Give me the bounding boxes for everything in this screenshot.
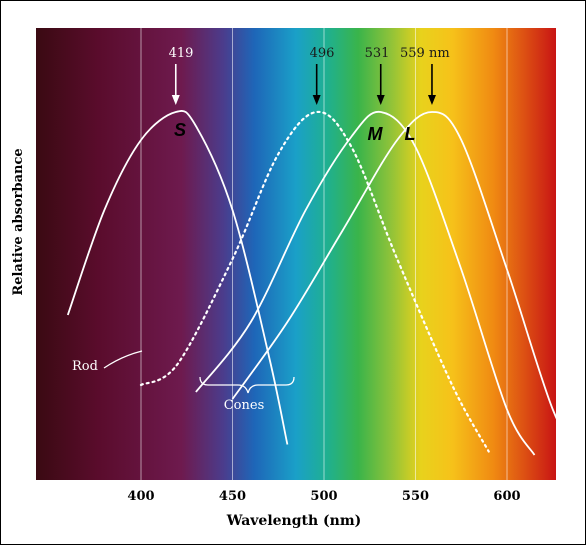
x-tick-label-400: 400: [127, 489, 154, 504]
absorbance-curves: [66, 110, 581, 456]
cones-bracket: [199, 376, 295, 394]
rod-annotation: Rod: [72, 359, 98, 374]
peak-arrowhead-rod: [312, 95, 321, 105]
series-label-L: L: [405, 124, 416, 144]
spectrum-background: [36, 28, 556, 480]
x-tick-label-600: 600: [493, 489, 520, 504]
curve-m: [195, 110, 536, 456]
x-tick-label-650: 650: [585, 489, 586, 504]
rod-leader-line: [103, 350, 143, 369]
x-tick-label-450: 450: [219, 489, 246, 504]
curve-rod: [139, 110, 490, 453]
peak-arrowhead-s: [171, 95, 180, 105]
x-tick-label-500: 500: [310, 489, 337, 504]
peak-label-S: 419: [169, 46, 194, 61]
series-label-S: S: [174, 120, 186, 140]
peak-arrowhead-l: [427, 95, 436, 105]
wavelength-gridlines: [140, 28, 508, 480]
peak-markers: [171, 64, 436, 105]
x-tick-label-550: 550: [402, 489, 429, 504]
series-label-M: M: [368, 124, 384, 144]
y-axis-label: Relative absorbance: [11, 148, 26, 295]
curve-l: [231, 111, 581, 456]
peak-label-Rod: 496: [310, 46, 335, 61]
peak-arrowhead-m: [376, 95, 385, 105]
peak-label-M: 531: [365, 46, 390, 61]
cones-annotation: Cones: [224, 398, 265, 413]
x-tick-labels: 400 450 500 550 600 650: [127, 489, 586, 504]
x-axis-label: Wavelength (nm): [226, 513, 362, 529]
peak-label-L: 559 nm: [400, 46, 450, 61]
curve-s: [66, 110, 289, 445]
